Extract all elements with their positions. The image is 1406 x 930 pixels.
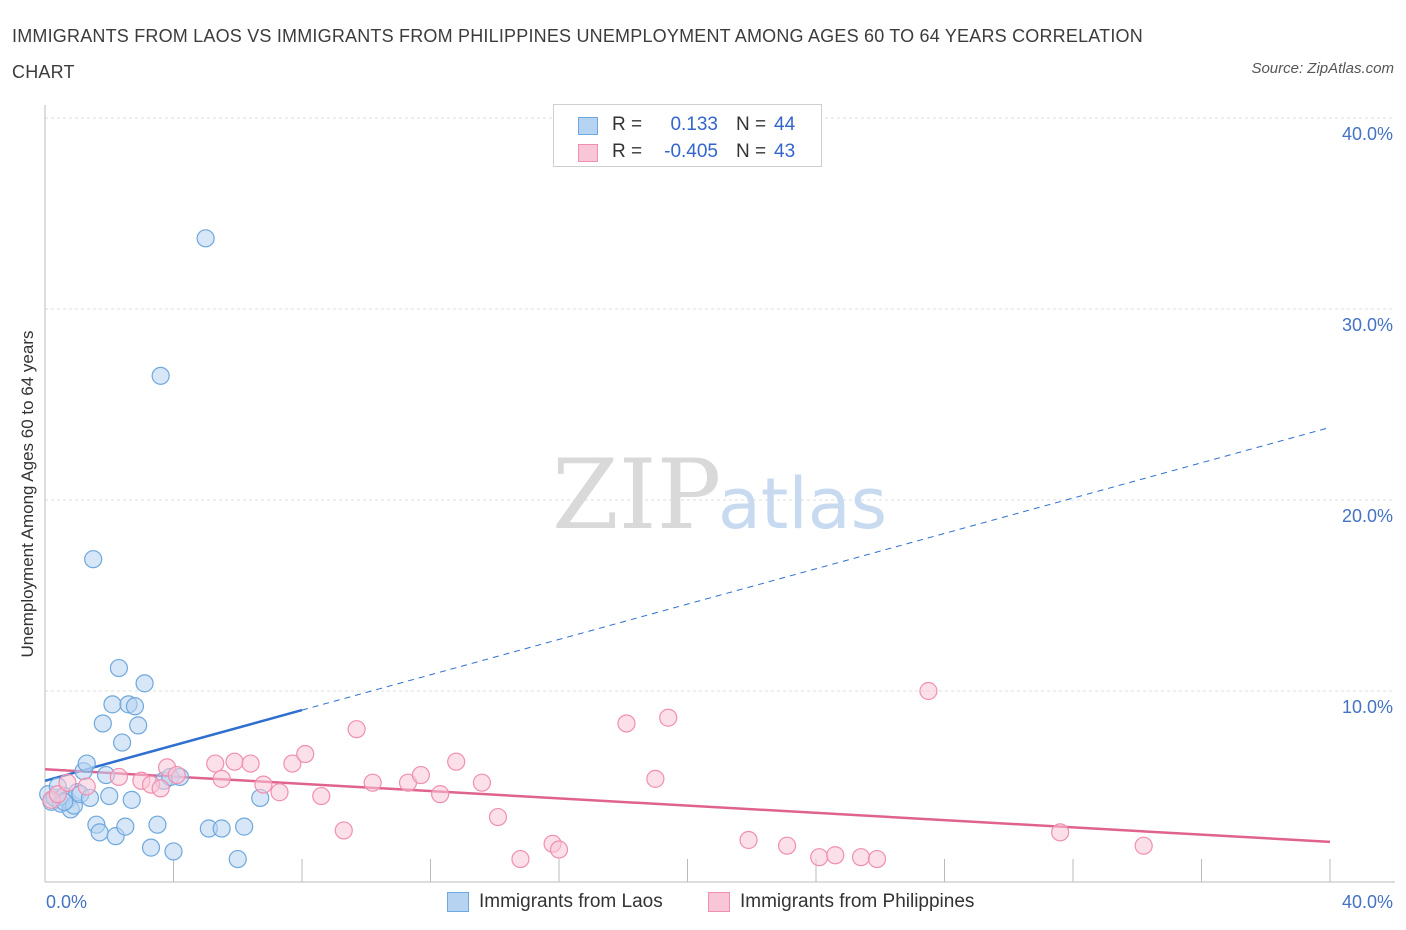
philippines-point (739, 830, 758, 850)
laos-point (235, 817, 254, 836)
laos-point (84, 550, 103, 569)
philippines-point (472, 773, 491, 792)
philippines-point (270, 783, 289, 802)
philippines-point (617, 714, 636, 733)
source-label: Source: ZipAtlas.com (1251, 60, 1394, 77)
laos-trend-line (301, 426, 1331, 711)
philippines-point (296, 744, 315, 764)
philippines-point (488, 807, 508, 827)
laos-point (93, 714, 112, 733)
philippines-point (511, 849, 530, 869)
philippines-point (826, 846, 845, 865)
x-tick-labels: 0.0% 40.0% (46, 892, 1393, 912)
laos-point (228, 849, 247, 869)
laos-point (151, 366, 170, 385)
laos-point (125, 697, 145, 716)
philippines-point (1051, 823, 1070, 842)
philippines-point (549, 840, 569, 859)
gridlines (45, 117, 1395, 692)
legend-label-laos: Immigrants from Laos (479, 891, 663, 912)
philippines-point (659, 708, 678, 727)
philippines-point (334, 821, 353, 840)
laos-point (148, 815, 167, 834)
laos-point (212, 819, 231, 838)
n-value: 43 (774, 141, 796, 162)
philippines-point (867, 849, 887, 869)
philippines-point (206, 754, 225, 773)
laos-point (164, 842, 183, 861)
laos-point (135, 674, 154, 693)
laos-point (100, 786, 119, 806)
philippines-point (777, 836, 797, 855)
watermark: ZIP atlas (552, 439, 887, 551)
philippines-point (347, 720, 366, 739)
philippines-point (77, 777, 96, 796)
legend-label-philippines: Immigrants from Philippines (740, 891, 975, 912)
philippines-point (212, 769, 231, 788)
laos-point (77, 754, 96, 773)
laos-point (109, 658, 128, 678)
philippines-point (312, 786, 331, 806)
philippines-point (411, 765, 430, 785)
laos-point (103, 695, 122, 714)
laos-point (141, 838, 161, 857)
philippines-point (283, 754, 302, 773)
stats-legend: R = 0.133 N = 44 R = -0.405 N = 43 (553, 104, 822, 167)
philippines-point (241, 754, 260, 773)
n-value: 44 (774, 114, 796, 135)
y-tick-label: 40.0% (1342, 124, 1393, 144)
philippines-point (447, 752, 466, 771)
n-label: N = (736, 114, 767, 135)
y-tick-label: 10.0% (1342, 697, 1393, 717)
philippines-point (167, 765, 186, 785)
philippines-swatch (578, 144, 598, 162)
r-value: 0.133 (670, 114, 718, 135)
philippines-point (919, 681, 938, 701)
philippines-point (1134, 836, 1153, 855)
laos-point (196, 229, 215, 248)
y-tick-labels: 10.0% 20.0% 30.0% 40.0% (1342, 124, 1393, 717)
philippines-point (151, 779, 170, 798)
watermark-atlas: atlas (718, 463, 887, 545)
y-tick-label: 20.0% (1342, 506, 1393, 526)
y-tick-label: 30.0% (1342, 315, 1393, 335)
philippines-legend-swatch (708, 892, 730, 912)
r-label: R = (612, 141, 643, 162)
axes (44, 105, 1395, 883)
philippines-point (851, 848, 871, 867)
r-label: R = (612, 114, 643, 135)
laos-swatch (578, 117, 598, 135)
watermark-zip: ZIP (552, 439, 721, 551)
laos-legend-swatch (447, 892, 469, 912)
x-tick-label: 0.0% (46, 892, 87, 912)
philippines-point (109, 767, 128, 787)
laos-point (112, 733, 132, 752)
philippines-point (363, 773, 382, 792)
data-points (39, 229, 1153, 869)
chart-title: IMMIGRANTS FROM LAOS VS IMMIGRANTS FROM … (12, 26, 1143, 82)
laos-point (90, 823, 109, 842)
n-label: N = (736, 141, 767, 162)
philippines-point (225, 752, 244, 771)
laos-point (122, 790, 141, 809)
philippines-point (254, 775, 273, 794)
laos-point (116, 817, 135, 836)
r-value: -0.405 (664, 141, 718, 162)
x-tick-label: 40.0% (1342, 892, 1393, 912)
laos-point (129, 716, 148, 735)
series-legend: Immigrants from Laos Immigrants from Phi… (0, 890, 1406, 916)
philippines-point (810, 848, 829, 867)
philippines-point (646, 769, 665, 788)
philippines-point (431, 785, 450, 804)
philippines-point (58, 773, 77, 792)
